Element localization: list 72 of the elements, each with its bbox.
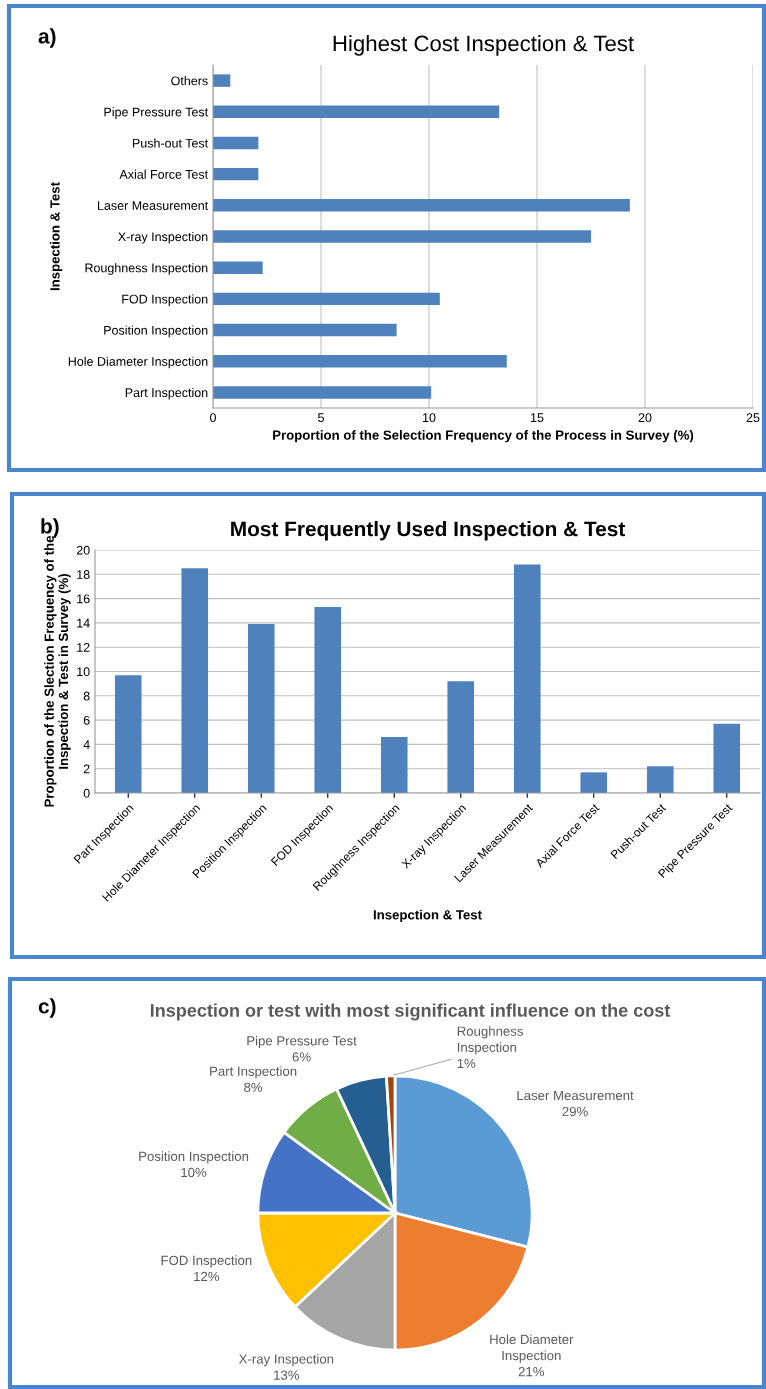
data-label: 21%: [518, 1366, 545, 1377]
bar: [513, 564, 541, 793]
y-tick-label: 6: [83, 715, 90, 725]
data-label: 12%: [194, 1271, 220, 1282]
data-label: 13%: [274, 1370, 300, 1380]
slice-label: FOD Inspection: [161, 1255, 252, 1268]
slice-label: Roughness Inspection: [457, 1026, 523, 1055]
y-tick-label: 14: [77, 618, 90, 628]
bar: [181, 568, 209, 793]
chart-title: Most Frequently Used Inspection & Test: [231, 521, 626, 541]
bar: [213, 386, 432, 399]
y-tick-label: Push-out Test: [132, 138, 209, 148]
bar: [247, 624, 275, 793]
y-tick-label: 18: [77, 570, 90, 579]
x-tick-label: 10: [423, 413, 436, 423]
y-axis-title: Inspection & Test: [49, 182, 63, 291]
bar: [213, 105, 500, 119]
data-label: 1%: [457, 1058, 476, 1069]
bar: [213, 74, 231, 87]
y-tick-label: 4: [83, 740, 90, 749]
bar: [447, 681, 475, 793]
text: a): [38, 28, 56, 48]
bar: [213, 230, 591, 243]
x-tick-label: 15: [531, 413, 544, 423]
bar: [646, 766, 674, 793]
bar: [213, 323, 397, 337]
y-tick-label: 10: [77, 667, 90, 677]
bar: [213, 167, 259, 181]
x-tick-label: 20: [638, 413, 652, 423]
x-tick-label: 0: [210, 413, 216, 423]
y-tick-label: 16: [77, 594, 90, 604]
slice-label: X-ray Inspection: [238, 1353, 334, 1367]
bar: [213, 292, 440, 306]
data-label: 6%: [292, 1052, 311, 1062]
bar: [713, 723, 741, 793]
y-tick-label: 2: [83, 764, 90, 774]
y-tick-label: 12: [77, 643, 90, 652]
chart-title: Inspection or test with most significant influence on the cost: [150, 1003, 671, 1021]
y-tick-label: FOD Inspection: [122, 294, 208, 306]
x-axis-title: Insepction & Test: [373, 909, 482, 923]
bar: [213, 199, 630, 212]
y-tick-label: Roughness Inspection: [85, 263, 208, 275]
y-tick-label: Axial Force Test: [119, 169, 209, 179]
y-tick-label: Position Inspection: [104, 325, 208, 338]
chart-title: Highest Cost Inspection & Test: [333, 35, 634, 56]
y-tick-label: 20: [76, 545, 90, 555]
slice-label: Hole Diameter Inspection: [490, 1334, 574, 1363]
y-tick-label: Others: [171, 76, 208, 86]
slice-label: Pipe Pressure Test: [247, 1035, 357, 1049]
bar: [380, 737, 408, 793]
slice-label: Laser Measurement: [517, 1090, 634, 1101]
y-tick-label: Laser Measurement: [98, 201, 209, 210]
x-tick-label: 5: [318, 413, 324, 423]
y-tick-label: X-ray Inspection: [118, 231, 208, 244]
y-tick-label: Pipe Pressure Test: [104, 107, 209, 119]
y-tick-label: 8: [83, 691, 90, 701]
y-tick-label: 0: [83, 788, 90, 798]
y-tick-label: Part Inspection: [125, 387, 208, 400]
data-label: 8%: [244, 1082, 263, 1093]
bar: [213, 354, 507, 368]
data-label: 29%: [562, 1106, 588, 1117]
text: c): [38, 998, 56, 1018]
x-tick-label: 25: [746, 413, 760, 423]
data-label: 10%: [181, 1167, 207, 1178]
bar: [114, 675, 142, 793]
bar: [314, 607, 342, 793]
bar: [213, 136, 259, 150]
bar: [213, 261, 263, 274]
y-tick-label: Hole Diameter Inspection: [68, 356, 208, 369]
slice-label: Part Inspection: [210, 1066, 297, 1079]
bar: [580, 772, 608, 793]
x-axis-title: Proportion of the Selection Frequency of the Process in Survey (%): [273, 430, 694, 443]
